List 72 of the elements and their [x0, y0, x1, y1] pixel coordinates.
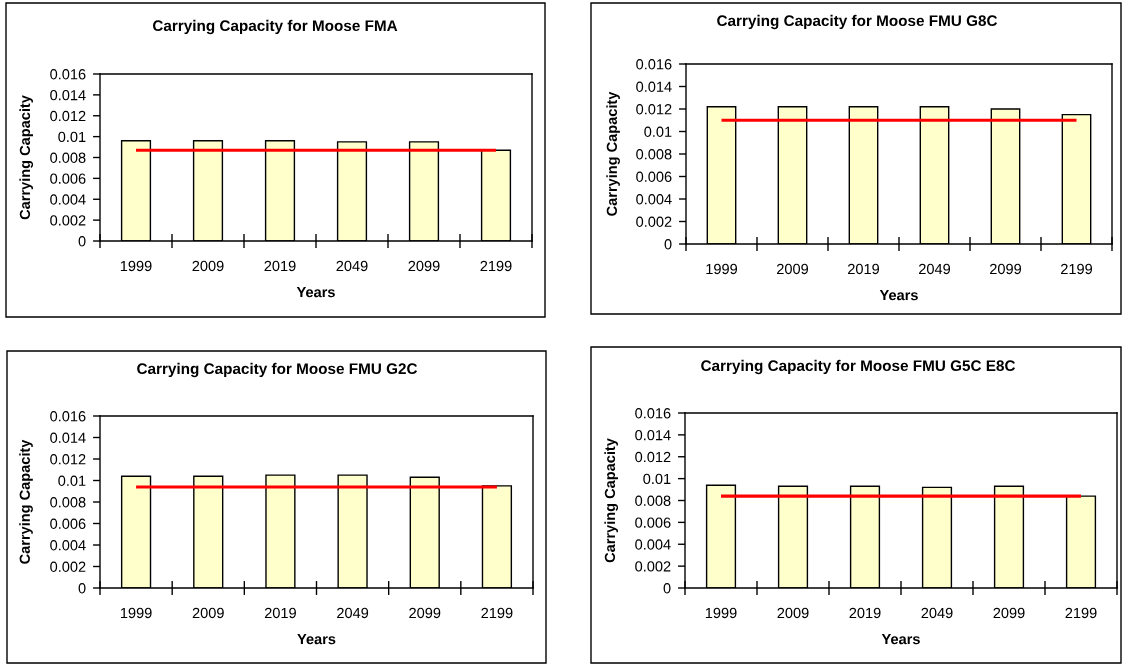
- x-tick-label: 2099: [408, 260, 440, 272]
- x-tick-label: 2099: [409, 607, 441, 619]
- y-tick-label: 0.014: [636, 81, 672, 92]
- y-tick-label: 0.012: [50, 110, 86, 122]
- x-axis-title: Years: [297, 634, 336, 645]
- y-tick-label: 0: [78, 236, 86, 247]
- y-tick-label: 0.012: [636, 104, 672, 115]
- x-tick-label: 1999: [120, 607, 152, 619]
- y-tick-label: 0.012: [50, 454, 86, 465]
- y-tick-label: 0.014: [635, 429, 671, 441]
- y-tick-label: 0.004: [50, 540, 86, 551]
- x-tick-label: 1999: [705, 607, 737, 619]
- x-tick-label: 2049: [921, 607, 953, 619]
- y-tick-label: 0.014: [50, 89, 86, 101]
- x-tick-label: 2009: [192, 260, 224, 272]
- x-tick-label: 2009: [777, 263, 809, 275]
- y-tick-label: 0.008: [636, 149, 672, 160]
- y-tick-label: 0.006: [50, 518, 86, 529]
- chart-title: Carrying Capacity for Moose FMU G8C: [717, 14, 998, 30]
- y-tick-label: 0.008: [50, 497, 86, 508]
- y-axis-title: Carrying Capacity: [604, 438, 619, 563]
- x-tick-label: 2049: [337, 607, 369, 619]
- y-axis-title: Carrying Capacity: [19, 439, 33, 564]
- y-tick-label: 0: [78, 583, 86, 594]
- x-tick-label: 2019: [264, 260, 296, 272]
- x-tick-label: 2049: [336, 260, 368, 272]
- y-tick-label: 0.01: [643, 473, 671, 485]
- y-tick-label: 0: [664, 239, 672, 250]
- y-tick-label: 0.014: [50, 432, 86, 443]
- y-tick-label: 0.016: [636, 59, 672, 70]
- y-tick-label: 0.016: [635, 408, 671, 419]
- y-tick-label: 0.004: [635, 539, 671, 550]
- y-tick-label: 0: [663, 583, 671, 594]
- x-tick-label: 2019: [264, 607, 296, 619]
- y-tick-label: 0.008: [635, 495, 671, 506]
- y-tick-label: 0.01: [58, 475, 86, 486]
- x-axis-title: Years: [879, 290, 918, 301]
- y-axis-title: Carrying Capacity: [19, 95, 34, 220]
- x-tick-label: 2199: [1061, 263, 1093, 275]
- x-tick-label: 2019: [848, 263, 880, 275]
- y-axis-title: Carrying Capacity: [606, 91, 620, 216]
- y-tick-label: 0.01: [58, 131, 86, 143]
- y-tick-label: 0.012: [635, 451, 671, 463]
- x-tick-label: 2099: [993, 607, 1025, 619]
- x-tick-label: 2099: [990, 263, 1022, 275]
- chart-title: Carrying Capacity for Moose FMA: [152, 19, 398, 35]
- y-tick-label: 0.004: [636, 194, 672, 205]
- y-tick-label: 0.006: [635, 517, 671, 528]
- y-tick-label: 0.016: [50, 69, 86, 80]
- x-tick-label: 1999: [706, 263, 738, 275]
- y-tick-label: 0.002: [50, 215, 86, 226]
- y-tick-label: 0.002: [635, 561, 671, 572]
- y-tick-label: 0.01: [644, 126, 672, 137]
- y-tick-label: 0.006: [50, 173, 86, 184]
- x-axis-title: Years: [296, 287, 335, 298]
- x-tick-label: 2049: [919, 263, 951, 275]
- x-tick-label: 1999: [120, 260, 152, 272]
- x-tick-label: 2199: [480, 260, 512, 272]
- y-tick-label: 0.008: [50, 152, 86, 163]
- y-tick-label: 0.016: [50, 411, 86, 422]
- x-tick-label: 2019: [849, 607, 881, 619]
- x-axis-title: Years: [881, 634, 920, 645]
- y-tick-label: 0.004: [50, 194, 86, 205]
- y-tick-label: 0.002: [50, 561, 86, 572]
- x-tick-label: 2009: [192, 607, 224, 619]
- y-tick-label: 0.002: [636, 216, 672, 227]
- chart-title: Carrying Capacity for Moose FMU G5C E8C: [701, 359, 1016, 375]
- chart-title: Carrying Capacity for Moose FMU G2C: [137, 362, 418, 378]
- x-tick-label: 2199: [481, 607, 513, 619]
- y-tick-label: 0.006: [636, 171, 672, 182]
- x-tick-label: 2009: [777, 607, 809, 619]
- x-tick-label: 2199: [1065, 607, 1097, 619]
